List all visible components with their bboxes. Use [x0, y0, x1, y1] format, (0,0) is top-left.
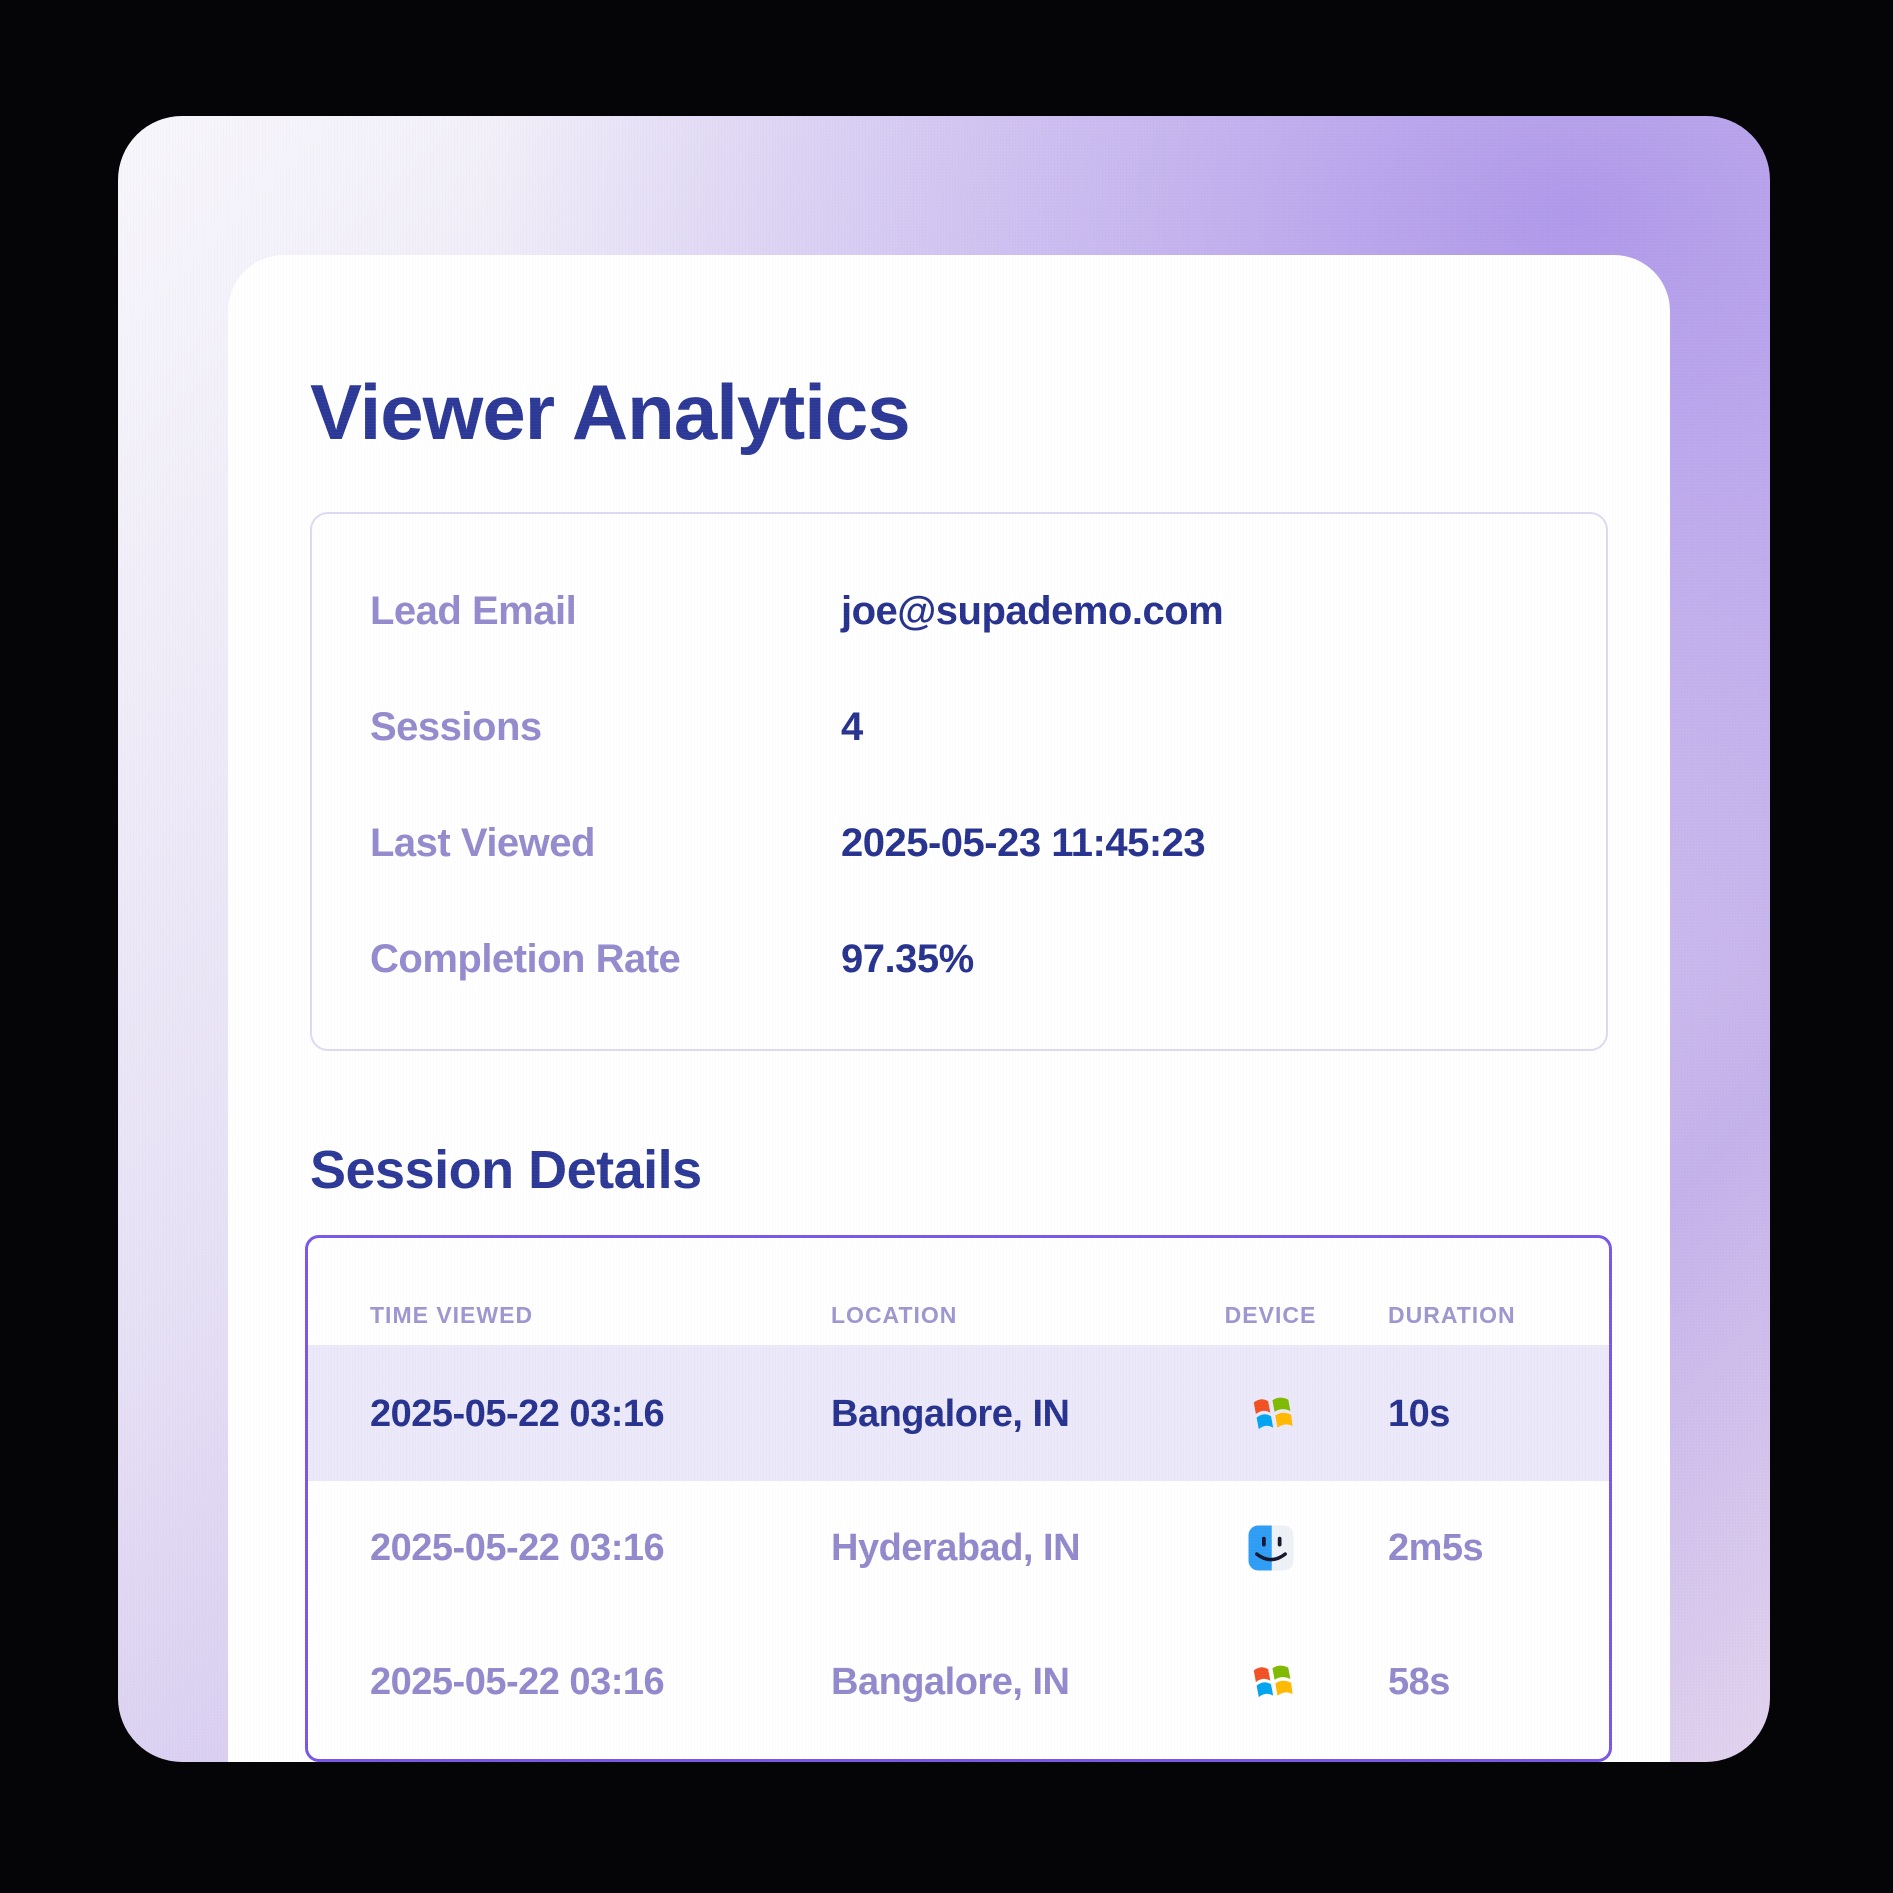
gradient-frame: Viewer Analytics Lead Email joe@supademo…: [118, 116, 1770, 1762]
device-cell: [1173, 1659, 1368, 1705]
time-viewed-cell: 2025-05-22 03:16: [370, 1660, 665, 1703]
table-row[interactable]: 2025-05-22 03:16 Hyderabad, IN 2m5s: [308, 1481, 1609, 1615]
viewer-stats-card: Lead Email joe@supademo.com Sessions 4 L…: [310, 512, 1608, 1051]
table-header-row: TIME VIEWED LOCATION DEVICE DURATION: [308, 1238, 1609, 1347]
location-cell: Bangalore, IN: [831, 1392, 1070, 1435]
stat-value: 4: [841, 704, 863, 749]
stat-value: 97.35%: [841, 936, 974, 981]
location-cell: Bangalore, IN: [831, 1660, 1070, 1703]
time-viewed-cell: 2025-05-22 03:16: [370, 1526, 665, 1569]
column-header-duration: DURATION: [1388, 1302, 1516, 1328]
windows-icon: [1253, 1397, 1293, 1430]
time-viewed-cell: 2025-05-22 03:16: [370, 1392, 665, 1435]
location-cell: Hyderabad, IN: [831, 1526, 1081, 1569]
device-cell: [1173, 1524, 1368, 1572]
stat-value: joe@supademo.com: [841, 588, 1224, 633]
table-row[interactable]: 2025-05-22 03:16 Bangalore, IN 10s: [308, 1347, 1609, 1481]
stat-label: Sessions: [370, 704, 542, 749]
stat-label: Last Viewed: [370, 820, 595, 865]
analytics-panel: Viewer Analytics Lead Email joe@supademo…: [228, 255, 1670, 1762]
session-details-title: Session Details: [310, 1140, 702, 1200]
column-header-time-viewed: TIME VIEWED: [370, 1302, 534, 1328]
duration-cell: 58s: [1388, 1660, 1450, 1703]
windows-icon: [1253, 1665, 1293, 1698]
stat-label: Completion Rate: [370, 936, 681, 981]
stat-row-sessions: Sessions 4: [312, 669, 1606, 785]
stat-row-last-viewed: Last Viewed 2025-05-23 11:45:23: [312, 785, 1606, 901]
stat-label: Lead Email: [370, 588, 577, 633]
column-header-device: DEVICE: [1224, 1302, 1317, 1328]
device-cell: [1173, 1391, 1368, 1437]
stat-value: 2025-05-23 11:45:23: [841, 820, 1206, 865]
column-header-location: LOCATION: [831, 1302, 958, 1328]
session-details-table: TIME VIEWED LOCATION DEVICE DURATION 202…: [305, 1235, 1612, 1762]
duration-cell: 10s: [1388, 1392, 1450, 1435]
stat-row-lead-email: Lead Email joe@supademo.com: [312, 553, 1606, 669]
page-title: Viewer Analytics: [310, 368, 911, 456]
table-row[interactable]: 2025-05-22 03:16 Bangalore, IN 58s: [308, 1615, 1609, 1749]
mac-finder-icon: [1248, 1525, 1293, 1571]
stat-row-completion-rate: Completion Rate 97.35%: [312, 901, 1606, 1017]
duration-cell: 2m5s: [1388, 1526, 1484, 1569]
